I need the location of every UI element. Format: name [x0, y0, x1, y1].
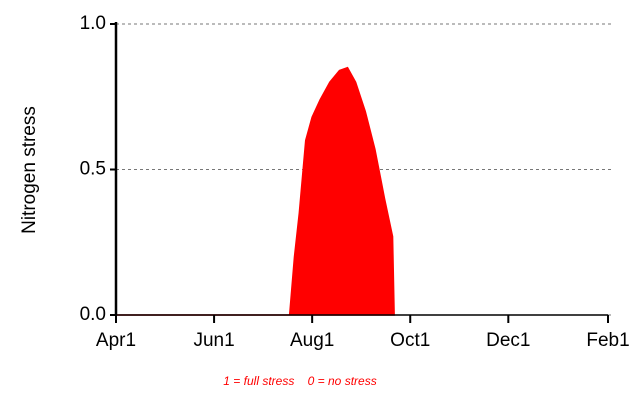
- y-tick-label: 0.5: [80, 159, 106, 180]
- y-tick-label: 1.0: [80, 13, 106, 34]
- x-tick-label: Jun1: [193, 330, 234, 351]
- x-tick-label: Oct1: [390, 330, 430, 351]
- annotation: 1 = full stress 0 = no stress: [223, 374, 376, 388]
- x-tick-label: Apr1: [96, 330, 136, 351]
- y-axis-label: Nitrogen stress: [19, 106, 40, 234]
- y-tick-label: 0.0: [80, 304, 106, 325]
- area: [116, 66, 395, 316]
- x-tick-label: Dec1: [486, 330, 530, 351]
- x-tick-label: Feb1: [586, 330, 629, 351]
- x-tick-label: Aug1: [290, 330, 334, 351]
